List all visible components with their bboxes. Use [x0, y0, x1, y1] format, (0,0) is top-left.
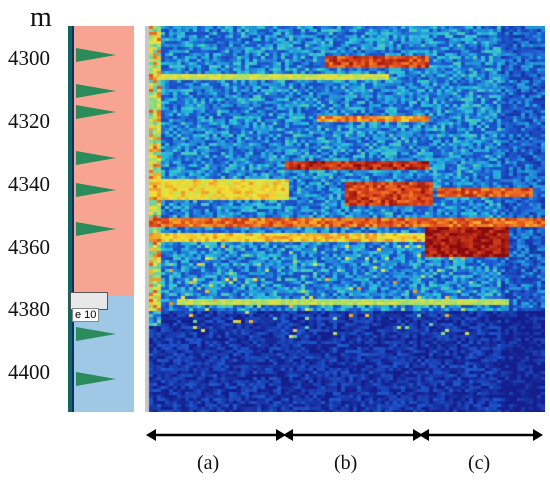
perforation-triangle-icon [76, 105, 116, 119]
perforation-triangle-icon [76, 372, 116, 386]
depth-tick-4360: 4360 [8, 235, 50, 259]
perforation-triangle-icon [76, 151, 116, 165]
period-label-b: (b) [334, 452, 358, 474]
period-a-arrow [146, 429, 286, 441]
perforation-triangle-icon [76, 222, 116, 236]
depth-tick-4380: 4380 [8, 297, 50, 321]
period-b-arrow [283, 429, 423, 441]
perforation-triangle-icon [76, 48, 116, 62]
marker-label: e 10 [72, 308, 100, 322]
perforation-triangle-icon [76, 327, 116, 341]
period-label-c: (c) [468, 452, 491, 474]
depth-tick-4300: 4300 [8, 46, 50, 70]
perforation-triangle-icon [76, 183, 116, 197]
depth-unit-label: m [30, 2, 52, 33]
perforation-triangle-icon [76, 84, 116, 98]
das-heatmap [145, 26, 545, 412]
period-c-arrow [419, 429, 543, 441]
well-completion-track: e 10 [66, 26, 134, 412]
period-label-a: (a) [197, 452, 220, 474]
depth-tick-4320: 4320 [8, 109, 50, 133]
well-rail-inner [72, 26, 74, 412]
depth-tick-4400: 4400 [8, 360, 50, 384]
well-rail [68, 26, 72, 412]
depth-tick-4340: 4340 [8, 172, 50, 196]
